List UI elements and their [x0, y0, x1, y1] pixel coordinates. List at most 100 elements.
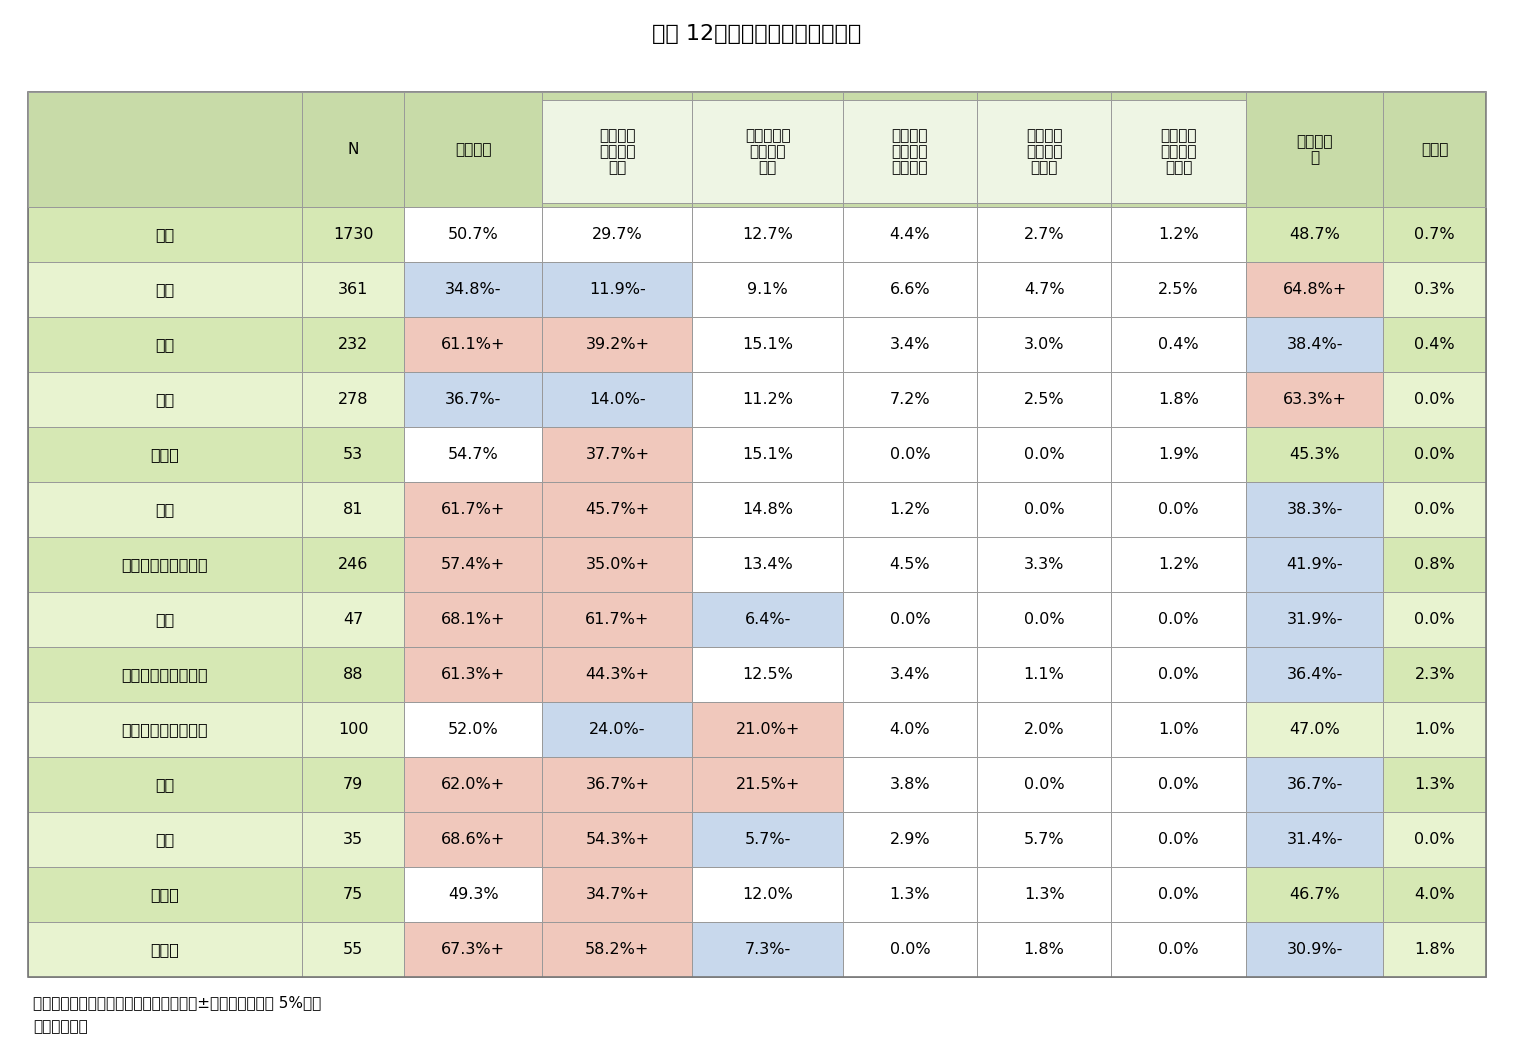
Text: 49.3%: 49.3% — [448, 887, 498, 902]
Bar — [27, 317, 301, 372]
Bar — [404, 537, 542, 592]
Text: 0.4%: 0.4% — [1158, 337, 1199, 352]
Bar — [1384, 702, 1487, 757]
Bar — [404, 592, 542, 647]
Text: 0.0%: 0.0% — [1414, 612, 1455, 627]
Bar — [27, 537, 301, 592]
Text: 1.0%: 1.0% — [1158, 722, 1199, 737]
Bar — [1246, 427, 1384, 482]
Text: 四国: 四国 — [156, 832, 174, 847]
Text: しか運転: しか運転 — [1160, 144, 1196, 159]
Text: 年に数回: 年に数回 — [1160, 128, 1196, 143]
Text: 61.7%+: 61.7%+ — [586, 612, 650, 627]
Bar — [977, 427, 1111, 482]
Bar — [1384, 207, 1487, 262]
Bar — [1111, 812, 1246, 867]
Text: 15.1%: 15.1% — [742, 337, 793, 352]
Bar — [1246, 922, 1384, 977]
Text: 45.7%+: 45.7%+ — [586, 502, 650, 517]
Bar — [542, 537, 692, 592]
Text: 1.2%: 1.2% — [890, 502, 930, 517]
Text: 0.0%: 0.0% — [1158, 777, 1199, 792]
Text: 5.7%: 5.7% — [1023, 832, 1064, 847]
Bar — [301, 372, 404, 427]
Bar — [692, 262, 843, 317]
Text: 14.8%: 14.8% — [742, 502, 793, 517]
Text: 0.4%: 0.4% — [1414, 337, 1455, 352]
Bar — [977, 702, 1111, 757]
Text: 1.3%: 1.3% — [890, 887, 930, 902]
Bar — [843, 317, 977, 372]
Bar — [977, 647, 1111, 702]
Bar — [301, 317, 404, 372]
Text: 4.0%: 4.0% — [1414, 887, 1455, 902]
Bar — [1246, 867, 1384, 922]
Bar — [1384, 922, 1487, 977]
Text: 0.0%: 0.0% — [1158, 502, 1199, 517]
Text: 北九州: 北九州 — [150, 887, 179, 902]
Bar — [1111, 207, 1246, 262]
Text: 21.5%+: 21.5%+ — [736, 777, 799, 792]
Bar — [1384, 757, 1487, 812]
Bar — [301, 922, 404, 977]
Bar — [404, 922, 542, 977]
Bar — [404, 317, 542, 372]
Bar — [404, 867, 542, 922]
Bar — [301, 757, 404, 812]
Bar — [404, 482, 542, 537]
Text: 47: 47 — [344, 612, 363, 627]
Bar — [404, 812, 542, 867]
Text: 0.0%: 0.0% — [1023, 447, 1064, 462]
Bar — [27, 427, 301, 482]
Bar — [301, 262, 404, 317]
Bar — [843, 702, 977, 757]
Text: 61.7%+: 61.7%+ — [441, 502, 506, 517]
Bar — [1111, 427, 1246, 482]
Bar — [542, 427, 692, 482]
Text: 45.3%: 45.3% — [1290, 447, 1340, 462]
Bar — [692, 702, 843, 757]
Bar — [301, 482, 404, 537]
Text: 2.0%: 2.0% — [1023, 722, 1064, 737]
Text: 246: 246 — [338, 557, 368, 572]
Bar — [1246, 207, 1384, 262]
Text: 48.7%: 48.7% — [1288, 227, 1340, 242]
Bar — [977, 262, 1111, 317]
Bar — [1246, 537, 1384, 592]
Text: 100: 100 — [338, 722, 368, 737]
Text: 61.3%+: 61.3%+ — [441, 667, 506, 682]
Bar — [27, 647, 301, 702]
Text: （備考）全体より有意に差があるものに±表記（有意水準 5%）。: （備考）全体より有意に差があるものに±表記（有意水準 5%）。 — [33, 995, 321, 1010]
Bar — [27, 372, 301, 427]
Bar — [1384, 262, 1487, 317]
Text: 0.0%: 0.0% — [1023, 777, 1064, 792]
Bar — [843, 922, 977, 977]
Bar — [1246, 812, 1384, 867]
Text: 3.4%: 3.4% — [890, 667, 930, 682]
Bar — [843, 482, 977, 537]
Text: 3.0%: 3.0% — [1023, 337, 1064, 352]
Text: しか運転: しか運転 — [1026, 144, 1063, 159]
Bar — [977, 867, 1111, 922]
Bar — [301, 592, 404, 647]
Bar — [1111, 922, 1246, 977]
Bar — [1384, 482, 1487, 537]
Bar — [977, 372, 1111, 427]
Bar — [27, 482, 301, 537]
Text: 35: 35 — [344, 832, 363, 847]
Text: 4.7%: 4.7% — [1023, 282, 1064, 297]
Text: 67.3%+: 67.3%+ — [441, 942, 506, 957]
Text: 36.7%+: 36.7%+ — [586, 777, 650, 792]
Bar — [542, 207, 692, 262]
Text: 1.8%: 1.8% — [1414, 942, 1455, 957]
Text: くらいは: くらいは — [892, 144, 928, 159]
Text: 大阪: 大阪 — [156, 392, 174, 407]
Bar — [542, 647, 692, 702]
Text: 0.3%: 0.3% — [1414, 282, 1455, 297]
Text: 1.9%: 1.9% — [1158, 447, 1199, 462]
Text: 88: 88 — [344, 667, 363, 682]
Text: 1.8%: 1.8% — [1158, 392, 1199, 407]
Bar — [1384, 812, 1487, 867]
Text: 週に１回: 週に１回 — [892, 128, 928, 143]
Text: 15.1%: 15.1% — [742, 447, 793, 462]
